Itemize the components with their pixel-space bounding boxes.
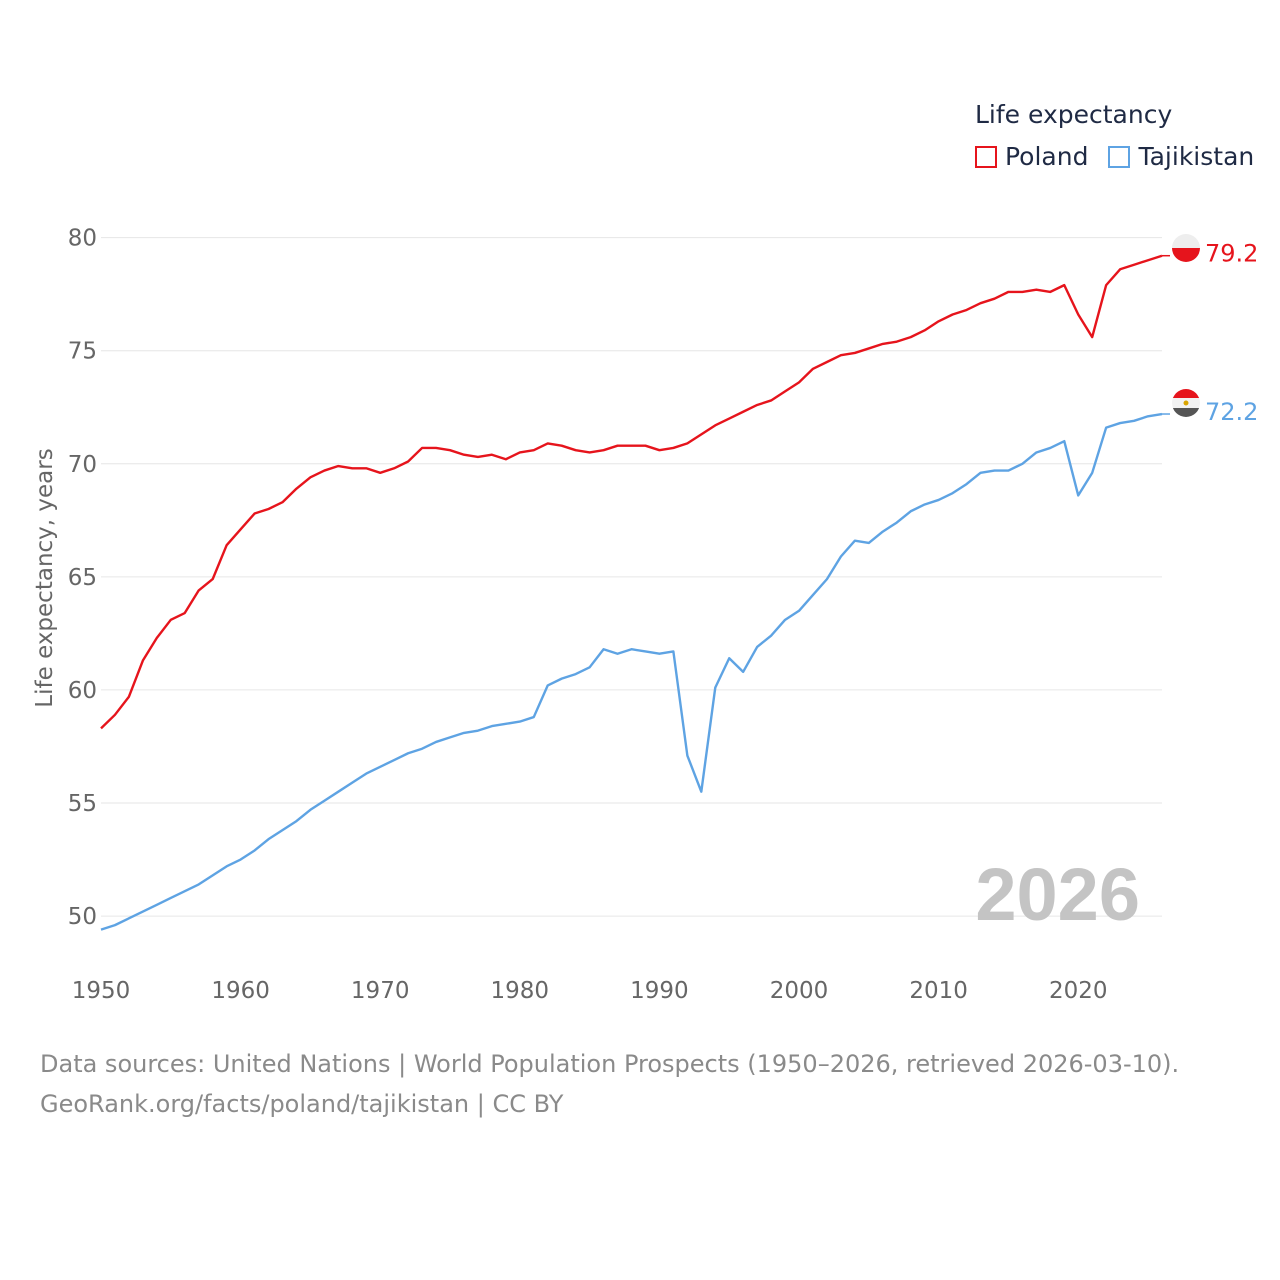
x-tick-label: 2020 [1049,978,1108,1004]
x-tick-label: 1960 [211,978,270,1004]
y-tick-label: 65 [68,565,97,591]
data-sources-text: Data sources: United Nations | World Pop… [40,1050,1180,1078]
legend-label-tajikistan: Tajikistan [1138,142,1255,171]
end-label-poland: 79.2 [1205,240,1258,268]
series-end-labels: 79.2 72.2 [1162,240,1258,426]
y-tick-label: 75 [68,339,97,365]
x-tick-label: 1970 [351,978,410,1004]
x-tick-label: 1980 [491,978,550,1004]
x-tick-label: 1990 [630,978,689,1004]
y-axis-tick-labels: 50 55 60 65 70 75 80 [68,226,97,930]
x-tick-label: 1950 [72,978,131,1004]
series-lines [100,254,1163,931]
year-watermark: 2026 [975,853,1140,936]
footer: Data sources: United Nations | World Pop… [40,1044,1179,1124]
legend: Poland Tajikistan [975,142,1274,171]
legend-item-tajikistan[interactable]: Tajikistan [1108,142,1254,171]
y-tick-label: 80 [68,226,97,252]
legend-swatch-tajikistan [1108,145,1131,168]
legend-item-poland[interactable]: Poland [975,142,1088,171]
y-tick-label: 55 [68,791,97,817]
legend-swatch-poland [975,145,997,168]
legend-title: Life expectancy [975,100,1173,129]
series-line-tajikistan [100,412,1163,931]
y-tick-label: 50 [68,904,97,930]
poland-flag-icon [1172,234,1200,262]
end-label-tajikistan: 72.2 [1205,398,1258,426]
x-tick-label: 2010 [909,978,968,1004]
y-axis-label: Life expectancy, years [32,448,58,707]
series-line-poland [100,254,1163,730]
x-axis-tick-labels: 1950 1960 1970 1980 1990 2000 2010 2020 [72,978,1108,1004]
y-tick-label: 70 [68,452,97,478]
legend-label-poland: Poland [1005,142,1089,171]
source-url-text: GeoRank.org/facts/poland/tajikistan | CC… [40,1090,564,1118]
x-tick-label: 2000 [770,978,829,1004]
grid-lines [101,237,1162,917]
y-tick-label: 60 [68,678,97,704]
tajikistan-flag-icon [1172,389,1200,417]
